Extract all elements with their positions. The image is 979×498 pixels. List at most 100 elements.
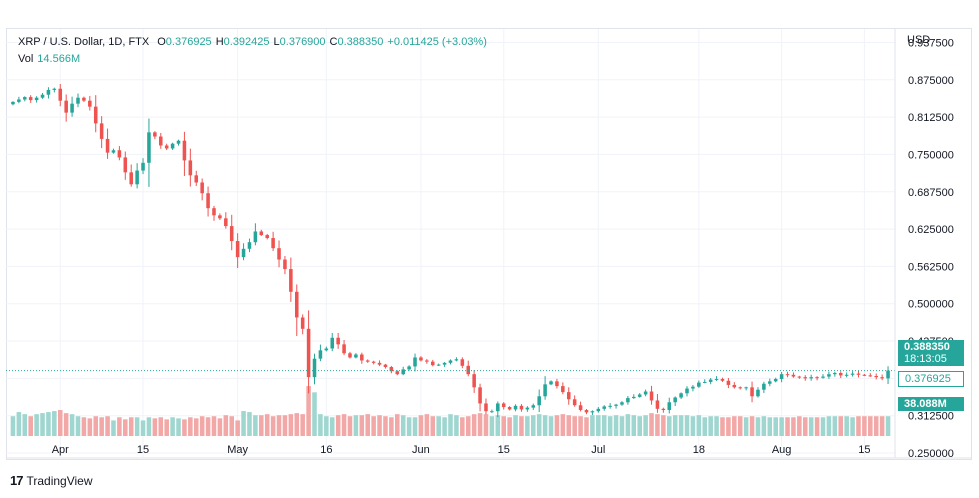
- volume-bar: [395, 414, 400, 436]
- volume-bar: [732, 416, 737, 436]
- vol-label[interactable]: Vol: [18, 53, 34, 65]
- candle-body: [300, 317, 305, 329]
- candle-body: [395, 371, 400, 375]
- volume-bar: [613, 415, 619, 436]
- volume-bar: [661, 415, 666, 436]
- x-tick-label: May: [227, 444, 248, 456]
- tradingview-logo[interactable]: 17 TradingView: [10, 473, 93, 488]
- candle-body: [608, 405, 612, 407]
- volume-bar: [353, 415, 359, 436]
- candle-body: [537, 396, 541, 406]
- volume-bar: [513, 415, 518, 436]
- volume-bar: [140, 420, 146, 436]
- volume-bar: [761, 416, 767, 436]
- volume-bar: [826, 416, 832, 436]
- candle-body: [797, 376, 802, 378]
- candle-body: [294, 291, 299, 318]
- volume-bar: [483, 414, 489, 436]
- volume-bar: [684, 415, 690, 436]
- candle-body: [572, 399, 577, 406]
- volume-bar: [607, 416, 613, 436]
- y-tick-label: 0.687500: [908, 187, 954, 199]
- candle-body: [756, 389, 760, 397]
- open-label: O: [157, 36, 166, 48]
- candle-body: [365, 360, 370, 362]
- candle-body: [472, 374, 476, 388]
- volume-bar: [601, 415, 607, 436]
- y-tick-label: 0.562500: [908, 261, 954, 273]
- candle-body: [507, 407, 512, 410]
- countdown-timer: 18:13:05: [904, 353, 947, 365]
- volume-bar: [454, 415, 459, 436]
- volume-bar: [211, 416, 217, 436]
- candle-body: [11, 101, 15, 105]
- candle-body: [661, 408, 666, 411]
- volume-bar: [631, 415, 637, 436]
- volume-bar: [123, 419, 128, 436]
- symbol-title[interactable]: XRP / U.S. Dollar, 1D, FTX: [18, 36, 150, 48]
- volume-bar: [885, 416, 891, 436]
- y-tick-label: 0.937500: [908, 37, 954, 49]
- volume-bar: [241, 411, 246, 436]
- volume-bar: [40, 413, 45, 436]
- volume-bar: [862, 416, 867, 436]
- volume-bar: [412, 417, 418, 436]
- volume-bar: [531, 415, 536, 436]
- candle-body: [17, 99, 21, 102]
- y-tick-label: 0.250000: [908, 448, 954, 460]
- candle-body: [637, 394, 642, 397]
- volume-bar: [188, 417, 193, 436]
- candle-body: [46, 89, 51, 95]
- volume-bar: [270, 416, 276, 436]
- volume-bar: [22, 414, 28, 436]
- volume-bar: [223, 415, 229, 436]
- candle-body: [874, 375, 878, 378]
- x-tick-label: 15: [498, 444, 510, 456]
- candle-body: [691, 386, 695, 389]
- volume-bar: [430, 416, 436, 436]
- candle-body: [856, 373, 861, 375]
- volume-bar: [507, 417, 512, 436]
- volume-bar: [743, 417, 749, 436]
- candle-body: [454, 359, 459, 361]
- volume-bar: [525, 416, 530, 436]
- volume-tag: 38.088M: [898, 397, 964, 411]
- candle-body: [466, 365, 471, 375]
- volume-bar: [176, 418, 181, 436]
- last-price-value: 0.388350: [904, 341, 950, 353]
- volume-bar: [406, 417, 412, 436]
- volume-bar: [749, 416, 755, 436]
- volume-bar: [702, 417, 708, 436]
- candle-body: [306, 328, 311, 378]
- candle-body: [277, 248, 281, 260]
- volume-bars: [10, 386, 891, 436]
- volume-bar: [389, 417, 394, 436]
- volume-bar: [134, 417, 140, 436]
- volume-legend: Vol 14.566M: [18, 53, 80, 65]
- volume-bar: [69, 414, 75, 436]
- volume-bar: [335, 415, 341, 436]
- high-value: 0.392425: [223, 36, 270, 48]
- volume-bar: [625, 414, 631, 436]
- y-tick-label: 0.625000: [908, 224, 954, 236]
- candle-body: [732, 384, 737, 388]
- chart-frame[interactable]: [6, 28, 972, 460]
- candle-body: [697, 382, 701, 387]
- candle-body: [164, 145, 169, 149]
- time-axis[interactable]: Apr 15 May 16 Jun 15 Jul 18 Aug 15: [52, 444, 871, 456]
- volume-bar: [247, 412, 252, 436]
- volume-bar: [832, 416, 838, 436]
- volume-bar: [146, 417, 152, 436]
- candle-body: [111, 150, 116, 153]
- candle-body: [206, 193, 210, 209]
- candle-body: [531, 405, 536, 408]
- candle-body: [614, 404, 618, 406]
- volume-bar: [838, 416, 844, 436]
- low-value: 0.376900: [279, 36, 326, 48]
- candle-body: [655, 400, 660, 409]
- close-label: C: [329, 36, 338, 48]
- volume-bar: [519, 416, 524, 436]
- volume-bar: [814, 417, 820, 436]
- volume-bar: [808, 417, 814, 436]
